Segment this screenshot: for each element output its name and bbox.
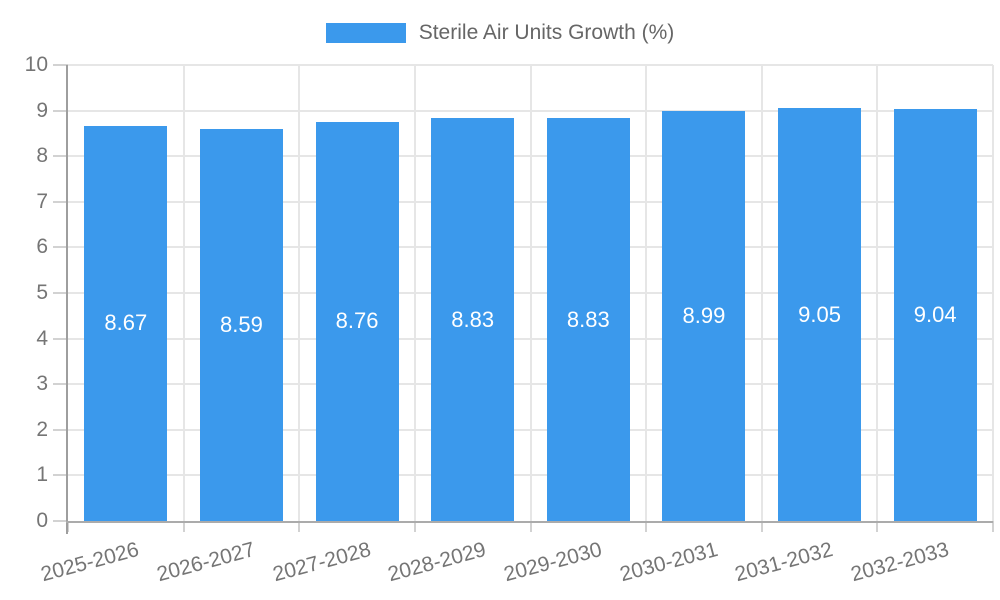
bar-value-label: 8.99 xyxy=(682,303,726,329)
x-axis-label: 2027-2028 xyxy=(270,538,374,587)
x-axis-tick xyxy=(529,521,532,532)
bar-value-label: 9.05 xyxy=(798,301,841,327)
x-gridline xyxy=(182,65,185,521)
bar[interactable] xyxy=(84,125,168,521)
bar[interactable] xyxy=(546,118,630,521)
bar-value-label: 8.76 xyxy=(335,308,379,334)
bar[interactable] xyxy=(778,108,862,521)
x-axis-label: 2030-2031 xyxy=(616,538,720,587)
x-gridline xyxy=(760,65,763,521)
x-axis-tick xyxy=(760,521,763,532)
x-axis-label: 2026-2027 xyxy=(154,538,258,587)
x-axis-tick xyxy=(182,521,185,532)
bar[interactable] xyxy=(315,121,399,521)
y-axis-tick xyxy=(53,246,68,249)
y-axis-tick xyxy=(53,337,68,340)
bar[interactable] xyxy=(199,129,283,521)
x-gridline xyxy=(529,65,532,521)
x-axis-line xyxy=(66,521,993,523)
y-axis-tick xyxy=(53,428,68,431)
bar[interactable] xyxy=(893,108,977,521)
y-axis-label: 3 xyxy=(36,372,48,396)
chart-legend-item[interactable]: Sterile Air Units Growth (%) xyxy=(0,21,1000,45)
x-axis-tick xyxy=(298,521,301,532)
y-axis-label: 8 xyxy=(36,144,48,168)
x-axis-label: 2032-2033 xyxy=(848,538,952,587)
x-gridline xyxy=(645,65,648,521)
y-axis-label: 6 xyxy=(36,235,48,259)
x-gridline xyxy=(992,65,994,521)
x-axis-tick xyxy=(67,521,69,532)
y-axis-label: 4 xyxy=(36,326,48,350)
y-axis-tick xyxy=(53,64,68,66)
x-axis-label: 2029-2030 xyxy=(501,538,605,587)
x-gridline xyxy=(413,65,416,521)
y-axis-tick xyxy=(53,200,68,203)
x-gridline xyxy=(876,65,879,521)
y-axis-line xyxy=(66,65,68,534)
x-axis-tick xyxy=(645,521,648,532)
legend-label: Sterile Air Units Growth (%) xyxy=(418,21,675,44)
y-axis-label: 10 xyxy=(24,53,48,76)
x-axis-tick xyxy=(992,521,994,532)
bar-value-label: 8.83 xyxy=(566,306,610,332)
y-axis-tick xyxy=(53,155,68,158)
bar-value-label: 8.83 xyxy=(451,306,495,332)
y-axis-label: 9 xyxy=(36,98,48,122)
y-axis-tick xyxy=(53,109,68,112)
bar[interactable] xyxy=(662,111,746,521)
x-axis-tick xyxy=(876,521,879,532)
y-axis-tick xyxy=(53,474,68,477)
bar-value-label: 9.04 xyxy=(913,301,957,327)
x-axis-label: 2031-2032 xyxy=(732,538,836,587)
x-axis-label: 2028-2029 xyxy=(385,538,489,587)
x-axis-tick xyxy=(413,521,416,532)
y-axis-tick xyxy=(53,520,68,522)
x-gridline xyxy=(298,65,301,521)
y-axis-label: 1 xyxy=(36,463,48,487)
y-axis-label: 7 xyxy=(36,189,48,213)
y-axis-label: 0 xyxy=(36,509,48,532)
bar-value-label: 8.59 xyxy=(220,312,263,338)
y-axis-tick xyxy=(53,383,68,386)
bar-value-label: 8.67 xyxy=(104,310,148,336)
y-axis-label: 2 xyxy=(36,417,48,441)
y-axis-tick xyxy=(53,292,68,294)
legend-swatch xyxy=(325,23,406,43)
x-axis-label: 2025-2026 xyxy=(38,538,142,587)
y-axis-label: 5 xyxy=(36,281,48,304)
bar[interactable] xyxy=(431,118,515,521)
